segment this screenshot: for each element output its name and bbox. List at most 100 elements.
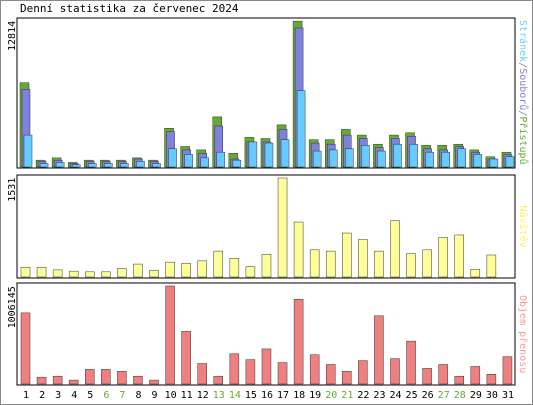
bar-traffic: [293, 299, 304, 385]
bar-traffic: [261, 348, 272, 385]
x-tick-label: 5: [87, 390, 93, 401]
bar-traffic: [309, 354, 320, 385]
x-tick-label: 23: [373, 390, 385, 401]
bar-pages: [264, 142, 274, 168]
x-tick-label: 28: [454, 390, 466, 401]
bar-traffic: [149, 379, 159, 385]
bar-pages: [120, 163, 129, 168]
y-max-label: 1006145: [7, 286, 18, 328]
x-tick-label: 24: [389, 390, 401, 401]
bar-visits: [390, 220, 400, 278]
bar-pages: [425, 151, 434, 168]
bar-traffic: [406, 340, 416, 385]
bar-traffic: [101, 369, 111, 385]
bar-traffic: [229, 353, 240, 385]
bar-traffic: [358, 360, 368, 385]
legend-item: /: [517, 110, 528, 116]
legend-item: Souborů: [517, 68, 529, 110]
bar-visits: [325, 250, 336, 278]
bar-pages: [393, 143, 402, 168]
bar-pages: [489, 158, 499, 168]
bar-visits: [165, 261, 175, 278]
x-tick-label: 14: [229, 390, 241, 401]
bar-traffic: [197, 363, 207, 385]
bar-traffic: [245, 359, 256, 385]
bar-pages: [184, 154, 193, 168]
bar-visits: [342, 232, 352, 278]
bar-visits: [470, 268, 481, 278]
bar-traffic: [165, 285, 175, 385]
bar-visits: [133, 263, 143, 278]
bar-pages: [377, 150, 386, 168]
bar-pages: [88, 163, 97, 168]
x-tick-label: 11: [181, 390, 193, 401]
bar-pages: [104, 163, 113, 168]
bar-visits: [309, 249, 320, 278]
bar-pages: [505, 156, 515, 168]
x-tick-label: 25: [406, 390, 418, 401]
x-tick-label: 31: [502, 390, 514, 401]
bar-visits: [406, 253, 416, 278]
bar-traffic: [325, 364, 336, 385]
bar-pages: [296, 90, 306, 168]
bar-traffic: [20, 312, 31, 385]
y-max-label: 12814: [7, 21, 18, 51]
bar-visits: [36, 267, 47, 278]
bar-visits: [101, 271, 111, 278]
x-tick-label: 13: [213, 390, 225, 401]
x-tick-label: 9: [152, 390, 158, 401]
bar-pages: [232, 159, 242, 168]
bar-visits: [277, 177, 288, 278]
legend-item: /: [517, 62, 528, 68]
x-tick-label: 27: [438, 390, 450, 401]
x-tick-label: 8: [135, 390, 141, 401]
bar-pages: [248, 141, 258, 168]
bar-visits: [117, 268, 127, 278]
legend-traffic: Objem přenosu: [517, 295, 529, 373]
bar-traffic: [133, 375, 143, 385]
x-tick-label: 4: [71, 390, 77, 401]
legend-item: Objem přenosu: [517, 295, 529, 373]
bar-traffic: [374, 315, 384, 385]
x-tick-label: 2: [39, 390, 45, 401]
bar-visits: [213, 250, 224, 278]
bar-traffic: [454, 375, 464, 385]
bar-traffic: [502, 356, 513, 385]
bar-pages: [361, 145, 370, 168]
x-tick-label: 21: [341, 390, 353, 401]
legend-item: Přístupů: [517, 116, 529, 164]
bar-pages: [136, 161, 145, 168]
bar-traffic: [36, 376, 47, 385]
x-tick-label: 19: [309, 390, 321, 401]
bar-traffic: [342, 371, 352, 385]
legend-visits: Návštěv: [517, 206, 529, 248]
bar-pages: [168, 148, 177, 168]
x-tick-label: 10: [165, 390, 177, 401]
x-tick-label: 17: [277, 390, 289, 401]
bar-traffic: [438, 364, 448, 385]
bar-pages: [23, 134, 33, 168]
bar-visits: [181, 263, 191, 278]
bar-traffic: [390, 358, 400, 385]
bar-traffic: [470, 366, 481, 385]
chart-title: Denní statistika za červenec 2024: [20, 2, 239, 15]
bar-pages: [39, 163, 49, 168]
bar-visits: [20, 267, 31, 278]
x-tick-label: 12: [197, 390, 209, 401]
x-tick-label: 22: [357, 390, 369, 401]
x-tick-label: 3: [55, 390, 61, 401]
bar-traffic: [486, 374, 497, 385]
x-tick-label: 29: [470, 390, 482, 401]
bar-pages: [345, 148, 354, 168]
y-max-label: 1531: [7, 178, 18, 202]
bar-pages: [457, 148, 466, 168]
bar-pages: [71, 164, 81, 168]
panel-visits: 1531: [7, 174, 516, 279]
legend-item: Stránek: [517, 20, 529, 62]
bar-visits: [438, 237, 448, 278]
bar-visits: [374, 250, 384, 278]
bar-visits: [197, 260, 207, 278]
bar-visits: [422, 249, 432, 278]
